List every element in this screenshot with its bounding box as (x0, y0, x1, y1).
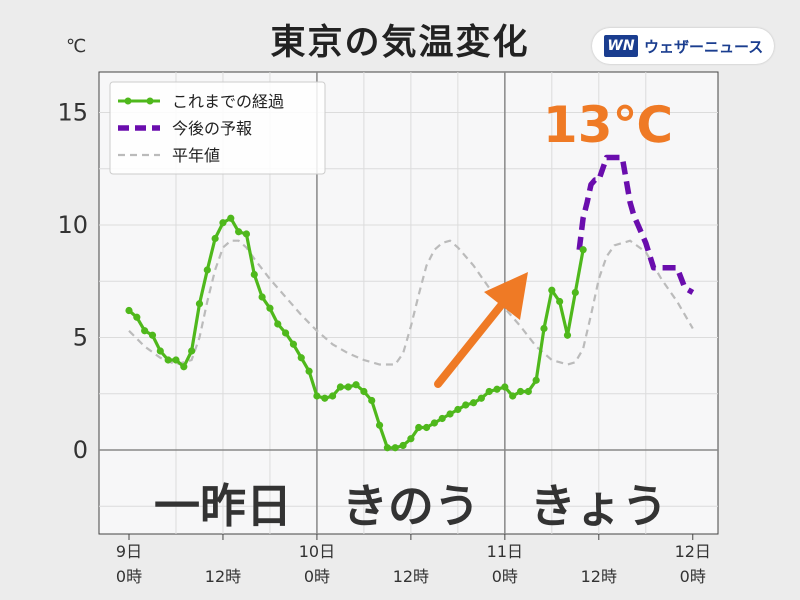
observed-point (532, 376, 540, 384)
weathernews-logo-icon: WN (604, 35, 638, 57)
observed-point (516, 387, 525, 396)
trend-arrow-shaft (434, 289, 515, 388)
observed-point (250, 270, 258, 279)
observed-point (391, 444, 399, 452)
observed-point (501, 383, 509, 391)
observed-point (274, 320, 282, 328)
observed-point (509, 392, 517, 400)
x-tick-label: 0時 (116, 567, 142, 586)
day-label: 一昨日 (154, 479, 292, 533)
y-tick-label: 0 (73, 436, 88, 464)
observed-point (219, 219, 227, 227)
observed-point (258, 293, 266, 301)
observed-point (368, 396, 376, 405)
observed-point (548, 286, 556, 294)
legend-swatch-observed-marker (124, 97, 132, 105)
observed-point (540, 324, 548, 333)
chart-title: 東京の気温変化 (270, 23, 530, 63)
day-label: きょう (530, 479, 668, 533)
observed-point (211, 234, 219, 243)
observed-point (203, 266, 211, 274)
x-tick-label: 12時 (393, 567, 429, 586)
observed-point (438, 414, 446, 423)
y-tick-label: 15 (57, 99, 88, 127)
observed-point (344, 383, 352, 391)
observed-point (360, 387, 368, 396)
observed-point (485, 387, 493, 396)
observed-point (148, 331, 157, 339)
observed-point (227, 214, 235, 222)
observed-point (282, 329, 290, 337)
observed-point (133, 313, 141, 321)
x-tick-label: 12時 (205, 567, 241, 586)
logo-text: ウェザーニュース (644, 38, 764, 56)
x-tick-label: 0時 (492, 567, 518, 586)
y-axis-unit: ℃ (66, 36, 87, 57)
observed-point (125, 306, 133, 315)
observed-point (235, 228, 243, 236)
observed-point (571, 288, 579, 297)
observed-point (430, 419, 438, 427)
observed-point (352, 381, 360, 389)
observed-point (172, 356, 180, 364)
x-tick-label: 0時 (304, 567, 330, 586)
observed-point (469, 399, 478, 407)
legend-box (109, 81, 326, 175)
observed-point (242, 230, 251, 238)
observed-point (164, 356, 172, 364)
x-tick-label: 11日 (487, 542, 523, 561)
x-tick-label: 9日 (116, 542, 142, 561)
peak-temperature-label: 13℃ (543, 96, 673, 154)
observed-point (313, 392, 321, 400)
legend-label: 今後の予報 (172, 119, 252, 138)
observed-point (266, 304, 274, 312)
x-tick-label: 12日 (675, 542, 711, 561)
observed-point (399, 441, 407, 450)
observed-point (305, 367, 313, 375)
observed-point (446, 410, 454, 418)
trend-arrow-head (484, 272, 528, 320)
observed-point (454, 405, 462, 414)
observed-point (336, 383, 345, 391)
observed-point (407, 435, 415, 443)
observed-point (422, 423, 431, 432)
observed-point (556, 297, 564, 306)
observed-point (195, 300, 204, 308)
weathernews-logo: WN ウェザーニュース (592, 28, 774, 64)
observed-point (493, 385, 501, 393)
y-tick-label: 10 (57, 211, 88, 239)
x-tick-label: 0時 (680, 567, 706, 586)
observed-point (415, 423, 423, 432)
observed-point (462, 401, 470, 409)
legend-swatch-observed-marker (146, 97, 154, 105)
forecast-series-line (576, 154, 695, 295)
observed-point (180, 363, 188, 371)
observed-point (156, 347, 164, 355)
legend-label: これまでの経過 (172, 92, 284, 111)
observed-point (297, 354, 305, 362)
observed-point (321, 394, 329, 402)
observed-point (563, 331, 572, 339)
observed-point (375, 421, 384, 429)
legend-label: 平年値 (172, 146, 220, 165)
y-tick-label: 5 (73, 324, 88, 352)
observed-point (383, 444, 391, 452)
x-tick-label: 12時 (581, 567, 617, 586)
observed-point (524, 387, 532, 396)
observed-point (289, 340, 298, 348)
x-tick-label: 10日 (299, 542, 335, 561)
observed-point (477, 394, 485, 402)
day-label: きのう (342, 479, 480, 533)
observed-point (141, 327, 149, 335)
observed-point (188, 347, 196, 355)
observed-point (328, 392, 337, 400)
observed-point (579, 246, 587, 254)
